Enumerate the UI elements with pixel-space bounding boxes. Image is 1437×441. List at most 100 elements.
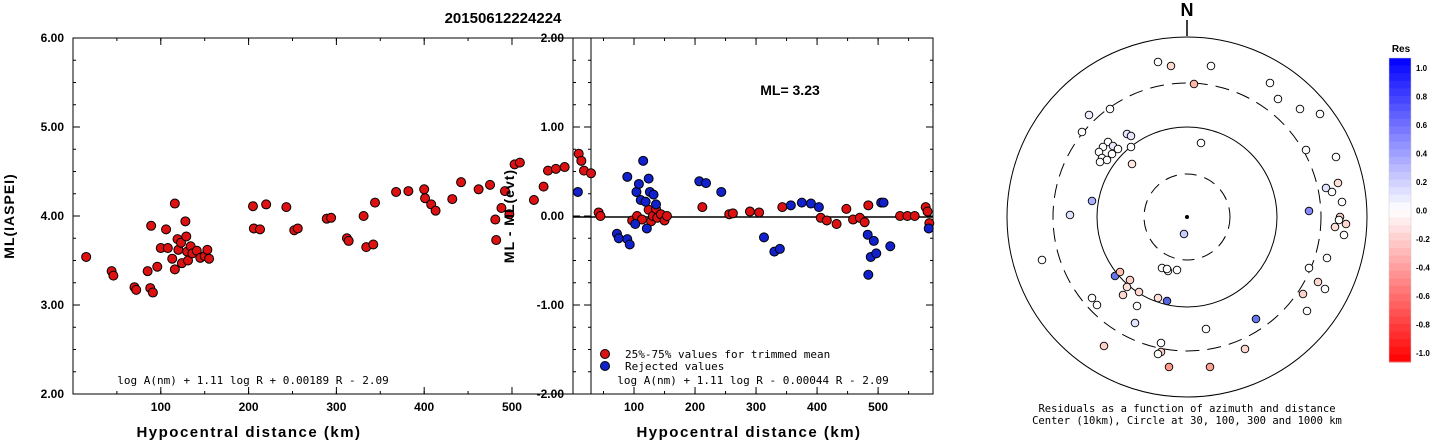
mid-point-s0-12 [661, 211, 672, 221]
mid-point-s0-15 [727, 208, 738, 219]
colorbar-cell [1389, 308, 1411, 317]
colorbar-cell [1389, 141, 1411, 150]
station-marker-57 [1132, 301, 1142, 311]
mid-point-s1-23 [785, 200, 796, 211]
left-point-s0-35 [281, 202, 292, 213]
station-marker-70 [1205, 362, 1215, 372]
colorbar-cell [1389, 354, 1411, 363]
left-point-s0-12 [162, 243, 173, 254]
colorbar-cell [1389, 286, 1411, 295]
mid-point-s1-31 [871, 248, 882, 259]
left-point-s0-42 [358, 211, 369, 221]
station-marker-43 [1298, 289, 1308, 299]
left-ytick-label-0: 2.00 [41, 387, 65, 401]
station-marker-65 [1099, 341, 1109, 351]
mid-point-s1-16 [650, 199, 661, 210]
left-point-s0-71 [586, 168, 596, 179]
mid-point-s1-19 [716, 186, 727, 197]
mid-xlabel: Hypocentral distance (km) [636, 424, 861, 441]
colorbar-tick-label-10: -1.0 [1416, 349, 1430, 358]
station-marker-44 [1302, 306, 1312, 316]
mid-point-s0-20 [821, 215, 832, 226]
colorbar-cell [1389, 324, 1411, 333]
mid-point-s0-18 [777, 202, 788, 213]
colorbar-cell [1389, 301, 1411, 310]
left-point-s0-49 [420, 193, 431, 204]
mid-data-points [572, 155, 935, 280]
left-point-s0-33 [255, 224, 266, 235]
station-marker-63 [1251, 314, 1261, 324]
station-marker-59 [1162, 296, 1172, 306]
mid-ytick-label-3: 1.00 [541, 120, 565, 134]
left-point-s0-37 [292, 223, 303, 234]
station-marker-0 [1153, 57, 1163, 67]
mid-point-s1-5 [624, 239, 635, 250]
station-marker-53 [1125, 275, 1135, 285]
mid-point-s1-15 [648, 189, 659, 200]
mid-point-s0-1 [595, 211, 606, 221]
colorbar-cell [1389, 172, 1411, 181]
mid-point-s0-26 [863, 200, 874, 211]
mid-xtick-label-3: 400 [807, 400, 827, 414]
mid-point-s0-16 [744, 206, 755, 217]
colorbar-tick-label-2: 0.6 [1416, 121, 1428, 130]
left-point-s0-67 [559, 162, 570, 173]
residual-vs-distance-panel: ML - ML(evt) Hypocentral distance (km) M… [501, 31, 935, 441]
station-marker-42 [1320, 284, 1330, 294]
station-marker-54 [1122, 282, 1132, 292]
left-point-s0-34 [261, 199, 272, 210]
map-caption-line1: Residuals as a function of azimuth and d… [1038, 403, 1335, 415]
mid-point-s1-18 [701, 178, 712, 189]
left-data-points [81, 148, 596, 298]
left-point-s0-52 [447, 194, 458, 205]
circle-300km [1052, 82, 1322, 352]
mid-point-s1-24 [796, 197, 807, 208]
station-marker-40 [1304, 263, 1314, 273]
left-point-s0-55 [485, 179, 496, 190]
left-ytick-label-1: 3.00 [41, 298, 65, 312]
station-marker-68 [1240, 344, 1250, 354]
colorbar-cell [1389, 111, 1411, 120]
station-marker-4 [1265, 78, 1275, 88]
mid-point-s1-26 [813, 202, 824, 213]
left-point-s0-8 [146, 220, 157, 231]
left-point-s0-44 [368, 239, 379, 250]
left-point-s0-41 [343, 235, 354, 246]
left-point-s0-57 [491, 235, 502, 246]
left-point-s0-63 [528, 194, 539, 205]
left-point-s0-14 [169, 198, 180, 209]
station-marker-36 [1339, 230, 1349, 240]
station-marker-1 [1166, 61, 1176, 71]
colorbar-cell [1389, 134, 1411, 143]
station-marker-60 [1087, 293, 1097, 303]
left-point-s0-51 [430, 205, 441, 216]
left-point-s0-13 [167, 253, 178, 264]
mid-point-s1-6 [630, 219, 641, 230]
station-marker-2 [1206, 61, 1216, 71]
mid-ytick-label-1: -1.00 [537, 298, 565, 312]
station-marker-23 [1127, 159, 1137, 169]
left-point-s0-30 [204, 253, 215, 264]
colorbar-tick-label-7: -0.4 [1416, 264, 1430, 273]
station-marker-58 [1153, 293, 1163, 303]
mid-point-s1-35 [923, 223, 934, 234]
station-marker-10 [1077, 127, 1087, 137]
left-point-s0-59 [499, 186, 510, 197]
legend-accepted-label: 25%-75% values for trimmed mean [625, 348, 830, 361]
colorbar-cell [1389, 339, 1411, 348]
colorbar-cell [1389, 263, 1411, 272]
station-marker-71 [1153, 349, 1163, 359]
left-point-s0-7 [147, 287, 158, 298]
station-marker-33 [1337, 197, 1347, 207]
mid-axis-ticks: -2.00 -1.00 0.00 1.00 2.00 100 200 300 400 500 [537, 31, 933, 414]
epicenter-marker [1185, 215, 1189, 219]
station-marker-35 [1330, 222, 1340, 232]
mid-point-s0-17 [754, 207, 765, 218]
mid-formula: log A(nm) + 1.11 log R - 0.00044 R - 2.0… [617, 374, 889, 387]
left-xtick-label-3: 400 [414, 400, 434, 414]
station-marker-39 [1322, 253, 1332, 263]
station-marker-21 [1126, 142, 1136, 152]
colorbar-tick-label-5: 0.0 [1416, 207, 1428, 216]
mid-ytick-label-2: 0.00 [541, 209, 565, 223]
